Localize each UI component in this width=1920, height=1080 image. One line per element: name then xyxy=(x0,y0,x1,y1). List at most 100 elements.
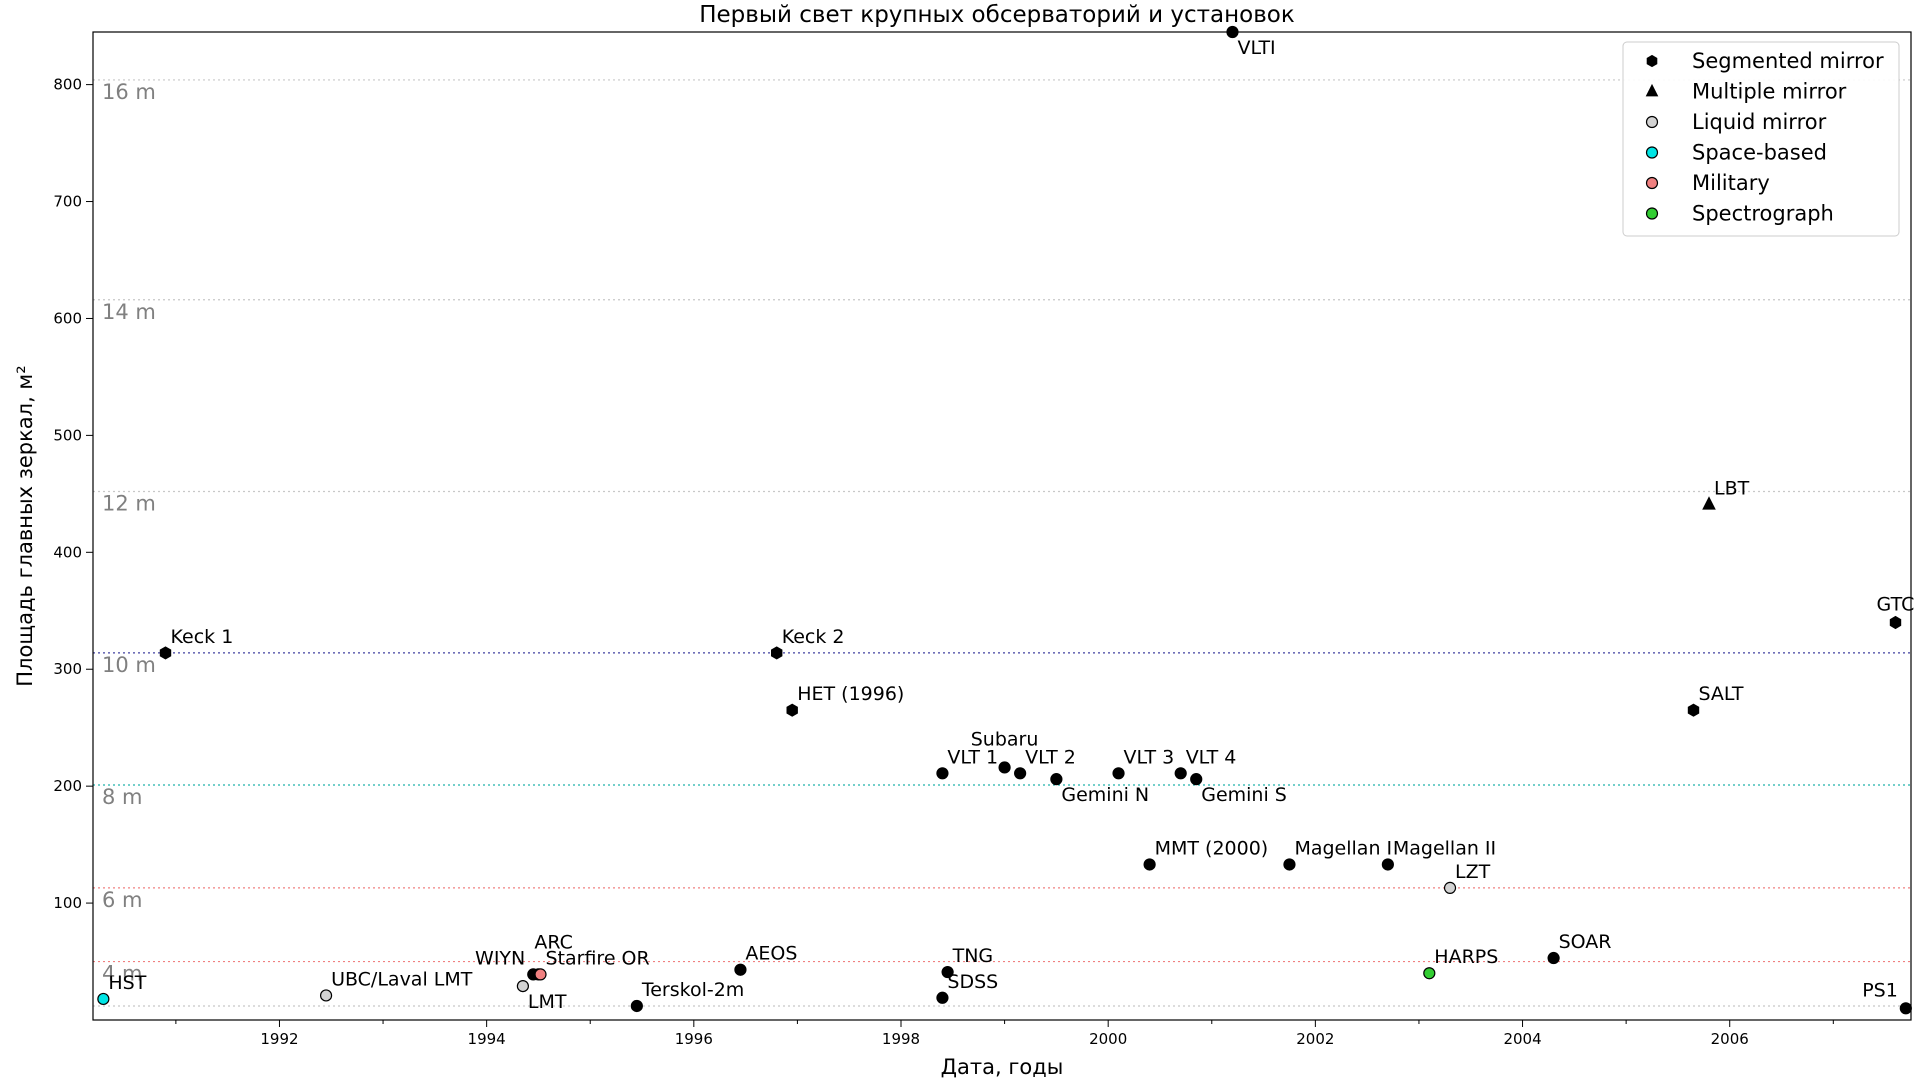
point-gtc xyxy=(1889,615,1902,630)
x-axis-label: Дата, годы xyxy=(941,1055,1064,1079)
legend-label-segmented-mirror: Segmented mirror xyxy=(1692,49,1884,73)
point-aeos xyxy=(734,963,747,976)
point-vlt-1 xyxy=(936,767,949,780)
label-hst: HST xyxy=(108,972,146,994)
x-tick-label-1994: 1994 xyxy=(468,1030,506,1048)
legend-marker-multiple-mirror xyxy=(1645,83,1659,97)
label-vlt-3: VLT 3 xyxy=(1124,746,1175,768)
label-harps: HARPS xyxy=(1434,946,1498,968)
y-tick-label-200: 200 xyxy=(53,777,82,795)
x-tick-label-2004: 2004 xyxy=(1503,1030,1541,1048)
point-hst xyxy=(97,992,110,1006)
label-wiyn: WIYN xyxy=(475,947,525,969)
reference-label-8-m: 8 m xyxy=(102,785,143,809)
legend-label-space-based: Space-based xyxy=(1692,141,1827,165)
legend-box xyxy=(1622,41,1900,237)
reference-label-12-m: 12 m xyxy=(102,492,156,516)
point-gemini-s xyxy=(1190,773,1203,786)
legend-label-spectrograph: Spectrograph xyxy=(1692,202,1834,226)
reference-lines xyxy=(93,79,1911,1007)
legend-marker-space-based xyxy=(1645,146,1659,159)
point-lzt xyxy=(1443,881,1457,894)
reference-label-4-m: 4 m xyxy=(102,962,143,986)
point-keck-1 xyxy=(159,646,172,660)
point-mmt-2000 xyxy=(1143,858,1156,871)
label-arc: ARC xyxy=(534,931,573,953)
y-tick-label-100: 100 xyxy=(53,894,82,912)
x-tick-label-2002: 2002 xyxy=(1296,1030,1334,1048)
point-lmt xyxy=(516,979,529,993)
point-salt xyxy=(1687,703,1700,717)
reference-labels: 4 m 6 m 8 m 10 m 12 m 14 m 16 m xyxy=(102,80,156,986)
x-tick-label-1996: 1996 xyxy=(675,1030,713,1048)
point-het-1996 xyxy=(786,703,798,717)
label-het-1996: HET (1996) xyxy=(797,683,904,705)
label-salt: SALT xyxy=(1698,683,1743,705)
label-starfire-or: Starfire OR xyxy=(546,947,650,969)
label-lmt: LMT xyxy=(528,991,567,1013)
y-tick-label-800: 800 xyxy=(53,76,82,94)
reference-label-14-m: 14 m xyxy=(102,300,156,324)
point-ubc-laval-lmt xyxy=(319,989,333,1002)
x-tick-label-1992: 1992 xyxy=(260,1030,298,1048)
point-magellan-i xyxy=(1283,858,1296,871)
point-sdss xyxy=(936,991,949,1004)
legend-label-liquid-mirror: Liquid mirror xyxy=(1692,110,1827,134)
legend-label-multiple-mirror: Multiple mirror xyxy=(1692,80,1847,104)
point-harps xyxy=(1423,967,1436,980)
point-vlt-2 xyxy=(1014,767,1027,780)
point-terskol-2m xyxy=(630,999,643,1013)
point-magellan-ii xyxy=(1381,858,1394,871)
reference-label-16-m: 16 m xyxy=(102,80,156,104)
plot-frame xyxy=(92,31,1912,1021)
point-soar xyxy=(1547,951,1560,965)
point-vlt-4 xyxy=(1174,767,1187,780)
reference-label-10-m: 10 m xyxy=(102,653,156,677)
point-vlt-3 xyxy=(1112,767,1125,780)
point-subaru xyxy=(998,761,1011,774)
label-magellan-ii: Magellan II xyxy=(1393,837,1496,859)
point-lbt xyxy=(1702,496,1716,510)
point-keck-2 xyxy=(771,646,783,660)
label-gtc: GTC xyxy=(1877,593,1915,615)
label-ubc-laval-lmt: UBC/Laval LMT xyxy=(331,968,473,990)
label-vlt-4: VLT 4 xyxy=(1186,746,1237,768)
y-tick-label-500: 500 xyxy=(53,426,82,444)
y-tick-label-600: 600 xyxy=(53,309,82,327)
x-axis-ticks: 1992 1994 1996 1998 2000 2002 2004 2006 xyxy=(175,1020,1834,1048)
label-aeos: AEOS xyxy=(745,943,797,965)
legend-marker-spectrograph xyxy=(1645,207,1659,220)
y-tick-label-700: 700 xyxy=(53,193,82,211)
point-starfire-or xyxy=(534,968,547,981)
label-mmt-2000: MMT (2000) xyxy=(1155,837,1269,859)
x-tick-label-2006: 2006 xyxy=(1711,1030,1749,1048)
y-axis-ticks: 100 200 300 400 500 600 700 800 xyxy=(53,76,93,912)
label-lzt: LZT xyxy=(1455,861,1491,883)
label-keck-2: Keck 2 xyxy=(782,626,845,648)
label-gemini-n: Gemini N xyxy=(1061,784,1149,806)
label-sdss: SDSS xyxy=(947,971,998,993)
label-vlt-1: VLT 1 xyxy=(947,746,998,768)
label-ps1: PS1 xyxy=(1862,979,1898,1001)
label-keck-1: Keck 1 xyxy=(171,626,234,648)
reference-label-6-m: 6 m xyxy=(102,888,143,912)
label-vlt-2: VLT 2 xyxy=(1025,746,1076,768)
chart-title: Первый свет крупных обсерваторий и устан… xyxy=(699,2,1295,28)
legend-label-military: Military xyxy=(1692,171,1770,195)
point-tng xyxy=(941,965,954,979)
y-tick-label-300: 300 xyxy=(53,660,82,678)
y-axis-label: Площадь главных зеркал, м² xyxy=(13,365,37,686)
x-tick-label-1998: 1998 xyxy=(882,1030,920,1048)
point-gemini-n xyxy=(1050,773,1063,786)
label-lbt: LBT xyxy=(1714,477,1750,499)
legend-marker-liquid-mirror xyxy=(1645,115,1659,129)
label-terskol-2m: Terskol-2m xyxy=(641,979,744,1001)
data-points xyxy=(97,25,1912,1015)
label-magellan-i: Magellan I xyxy=(1294,837,1392,859)
label-tng: TNG xyxy=(952,945,994,967)
legend-marker-segmented-mirror xyxy=(1646,54,1658,68)
y-tick-label-400: 400 xyxy=(53,543,82,561)
label-subaru: Subaru xyxy=(971,728,1039,750)
